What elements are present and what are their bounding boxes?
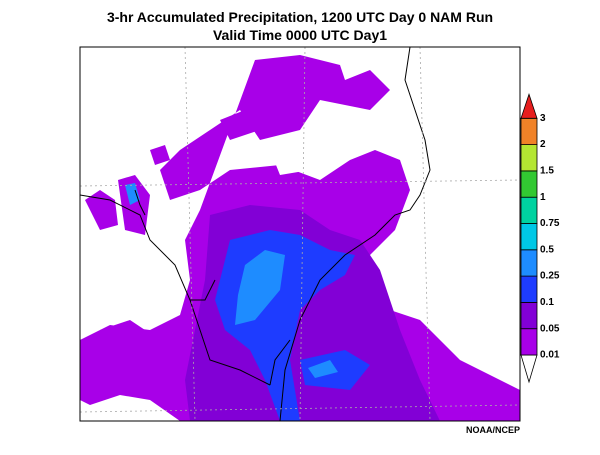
colorbar-box [520, 117, 538, 146]
colorbar-label: 0.75 [540, 218, 560, 229]
colorbar-box [520, 301, 538, 330]
colorbar-label: 0.01 [540, 350, 560, 361]
colorbar-box [520, 249, 538, 277]
map-frame [79, 46, 521, 422]
title-line-1: 3-hr Accumulated Precipitation, 1200 UTC… [107, 9, 493, 25]
colorbar-label: 0.05 [540, 323, 560, 334]
colorbar-box [520, 275, 538, 303]
graticule [80, 47, 520, 421]
colorbar-box [520, 223, 538, 251]
colorbar-label: 0.5 [540, 244, 554, 255]
colorbar-label: 2 [540, 139, 546, 150]
colorbar-box [520, 144, 538, 172]
colorbar-box [520, 170, 538, 198]
map [79, 46, 521, 422]
precip-west [85, 110, 260, 360]
colorbar-over [520, 93, 538, 119]
credit: NOAA/NCEP [466, 425, 520, 435]
coastline [80, 47, 431, 421]
colorbar-label: 0.1 [540, 297, 554, 308]
colorbar-label: 1 [540, 192, 546, 203]
colorbar-under [520, 354, 538, 384]
colorbar-box [520, 196, 538, 224]
colorbar-label: 0.25 [540, 271, 560, 282]
title-line-2: Valid Time 0000 UTC Day1 [213, 27, 387, 43]
colorbar-box [520, 328, 538, 356]
colorbar: 0.01 0.05 0.1 0.25 0.5 0.75 1 1.5 2 3 [520, 93, 560, 384]
colorbar-label: 3 [540, 113, 546, 124]
colorbar-label: 1.5 [540, 166, 554, 177]
